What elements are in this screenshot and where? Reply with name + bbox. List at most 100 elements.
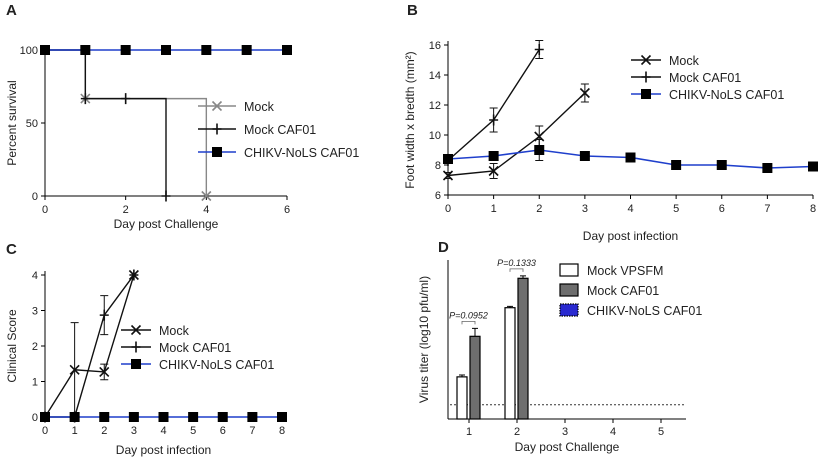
bar [456, 376, 468, 420]
x-axis-title: Day post Challenge [515, 440, 620, 454]
legend-swatch [559, 263, 579, 277]
series-mock-caf01 [45, 49, 171, 202]
data-point [282, 45, 292, 55]
legend-entry: CHIKV-NoLS CAF01 [121, 358, 274, 372]
y-tick-label: 6 [435, 190, 441, 202]
legend-entry: Mock VPSFM [559, 263, 663, 278]
x-tick-label: 5 [658, 426, 664, 438]
series-mock [45, 49, 212, 202]
legend-label: Mock [159, 324, 190, 338]
legend-label: CHIKV-NoLS CAF01 [587, 304, 702, 318]
panel-letter: B [407, 2, 418, 19]
series-mock-caf01 [469, 275, 529, 420]
x-tick-label: 2 [536, 203, 542, 215]
data-point [625, 152, 636, 163]
data-point [161, 190, 171, 202]
x-tick-label: 4 [610, 426, 616, 438]
data-point [716, 160, 727, 170]
x-axis-title: Day post infection [583, 229, 678, 243]
data-point [69, 412, 80, 422]
x-tick-label: 7 [764, 203, 770, 215]
p-value-label: P=0.0952 [449, 310, 488, 320]
y-tick-label: 0 [32, 191, 38, 203]
x-tick-label: 7 [249, 425, 255, 437]
p-value-label: P=0.1333 [497, 258, 536, 268]
series-mock-caf01 [443, 40, 544, 166]
data-point [534, 44, 544, 55]
data-point [99, 366, 110, 377]
series-chikv-nols-caf01 [443, 139, 818, 173]
error-bar [520, 275, 526, 279]
data-point [128, 412, 139, 422]
series-line [447, 92, 586, 177]
x-axis-title: Day post infection [116, 443, 211, 457]
data-point [99, 309, 109, 321]
data-point [277, 412, 287, 422]
data-point [808, 161, 818, 172]
legend-label: Mock [244, 100, 275, 114]
legend-entry: Mock CAF01 [198, 123, 316, 137]
data-point [488, 165, 499, 177]
series-chikv-nols-caf01 [40, 412, 287, 422]
data-point [489, 114, 499, 126]
data-point [442, 170, 454, 181]
y-axis-title: Foot width x bredth (mm²) [403, 51, 417, 188]
x-tick-label: 6 [284, 204, 290, 216]
legend-entry: Mock [631, 54, 700, 68]
error-bar [507, 305, 513, 308]
data-point [161, 45, 171, 55]
significance-bracket [461, 320, 476, 325]
data-point [579, 87, 590, 99]
data-point [121, 93, 131, 105]
legend-marker [212, 123, 222, 135]
error-bar [459, 374, 465, 377]
y-tick-label: 16 [429, 40, 441, 52]
x-tick-label: 2 [514, 426, 520, 438]
x-tick-label: 5 [673, 203, 679, 215]
legend-marker [640, 54, 652, 66]
data-point [201, 45, 212, 55]
legend-entry: CHIKV-NoLS CAF01 [559, 303, 702, 318]
legend-entry: Mock [121, 324, 190, 338]
x-tick-label: 3 [582, 203, 588, 215]
y-axis-title: Virus titer (log10 pfu/ml) [417, 276, 431, 403]
x-tick-label: 0 [445, 203, 451, 215]
panel-letter: D [438, 239, 449, 256]
x-tick-label: 3 [562, 426, 568, 438]
data-point [762, 163, 773, 173]
data-point [99, 412, 110, 422]
y-tick-label: 8 [435, 160, 441, 172]
legend-entry: Mock [198, 100, 275, 114]
legend-entry: Mock CAF01 [631, 71, 741, 85]
y-tick-label: 12 [429, 100, 441, 112]
legend-label: Mock CAF01 [669, 71, 741, 85]
x-tick-label: 2 [101, 425, 107, 437]
data-point [534, 145, 545, 155]
x-tick-label: 1 [466, 426, 472, 438]
y-tick-label: 1 [32, 377, 38, 389]
panel-letter: A [6, 2, 17, 19]
x-tick-label: 2 [123, 204, 129, 216]
x-tick-label: 8 [810, 203, 816, 215]
x-tick-label: 6 [719, 203, 725, 215]
y-tick-label: 100 [20, 45, 38, 57]
data-point [443, 154, 453, 164]
y-tick-label: 2 [32, 341, 38, 353]
p-value-annotation: P=0.1333 [497, 258, 536, 272]
bar [517, 277, 529, 420]
p-value-annotation: P=0.0952 [449, 310, 488, 325]
x-tick-label: 3 [131, 425, 137, 437]
data-point [488, 151, 499, 161]
data-point [201, 190, 212, 202]
data-point [120, 45, 131, 55]
legend-label: CHIKV-NoLS CAF01 [244, 146, 359, 160]
x-axis-title: Day post Challenge [114, 217, 219, 231]
legend-label: Mock CAF01 [159, 341, 231, 355]
y-tick-label: 3 [32, 306, 38, 318]
data-point [217, 412, 228, 422]
legend-label: Mock [669, 54, 700, 68]
data-point [158, 412, 169, 422]
panel-A: A 0 50 100 0 2 4 6 Day post Challenge Percent sur… [5, 2, 359, 231]
